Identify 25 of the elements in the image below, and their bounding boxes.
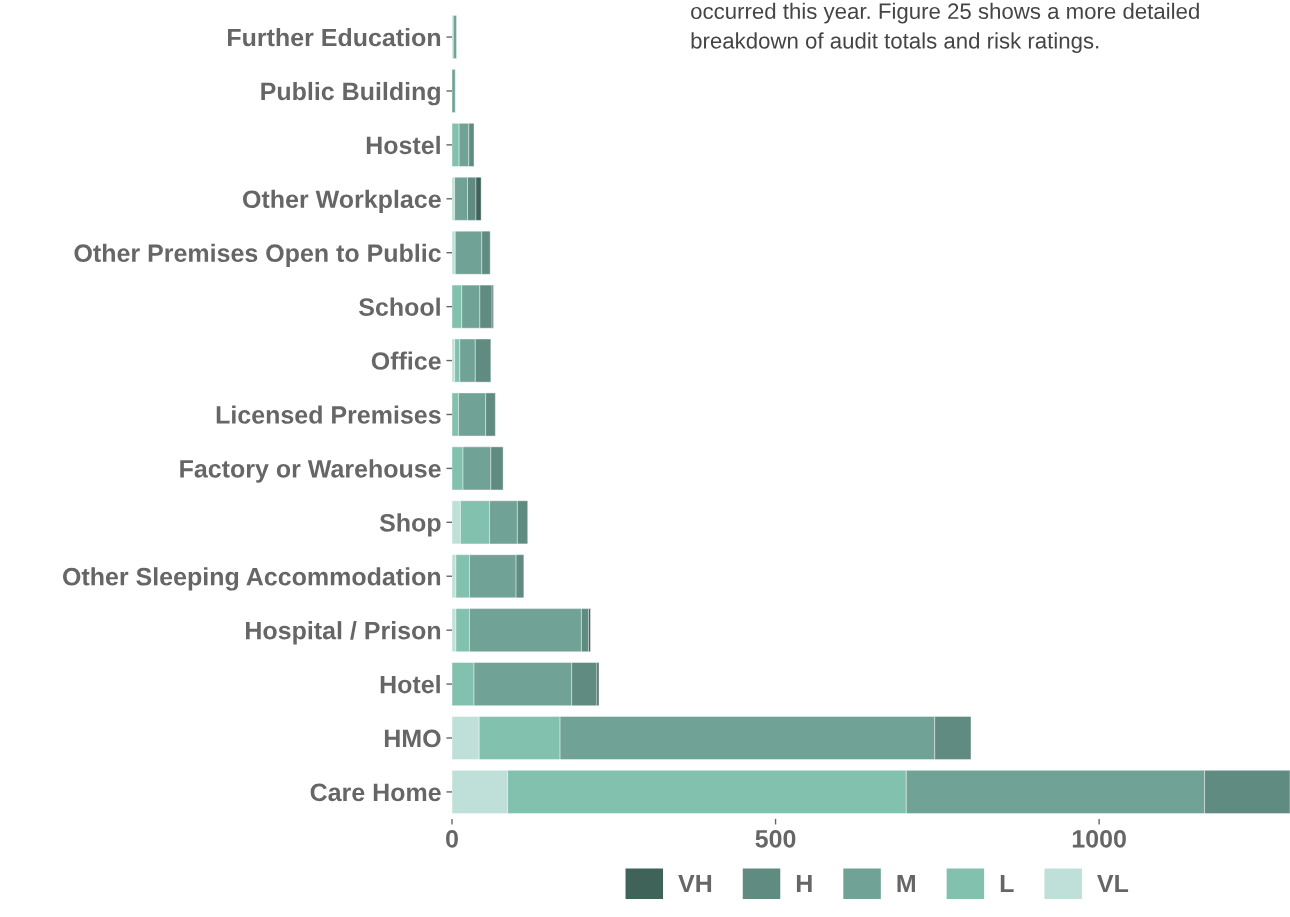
legend-label: H xyxy=(796,874,812,893)
y-tick-label: Office xyxy=(371,351,441,370)
y-tick-label: Hostel xyxy=(366,135,440,155)
y-tick-label: Care Home xyxy=(310,783,441,802)
legend-label: VH xyxy=(678,874,712,893)
legend-label: M xyxy=(897,874,915,893)
legend-label: VL xyxy=(1097,874,1129,893)
y-tick-label: Further Education xyxy=(228,27,441,47)
y-tick-label: Other Premises Open to Public xyxy=(74,243,441,267)
y-tick-label: Public Building xyxy=(261,81,440,106)
y-tick-label: School xyxy=(358,297,440,316)
x-tick-label: 1000 xyxy=(1072,829,1126,848)
x-tick-label: 0 xyxy=(446,829,458,848)
legend-label: L xyxy=(1000,874,1014,893)
y-tick-label: Other Workplace xyxy=(243,189,441,214)
y-tick-label: Other Sleeping Accommodation xyxy=(62,567,441,591)
y-tick-label: Factory or Warehouse xyxy=(180,459,441,483)
annotation: occurred this year. Figure 25 shows a more detailed breakdown of audit totals and risk ratings. xyxy=(691,2,1199,54)
y-tick-label: Hotel xyxy=(380,675,440,694)
bar xyxy=(452,69,456,113)
y-tick-label: Shop xyxy=(379,513,441,537)
y-tick-label: Licensed Premises xyxy=(216,405,441,424)
y-tick-label: Hospital / Prison xyxy=(246,621,441,645)
x-tick-label: 500 xyxy=(755,829,796,848)
y-tick-label: HMO xyxy=(384,729,441,748)
